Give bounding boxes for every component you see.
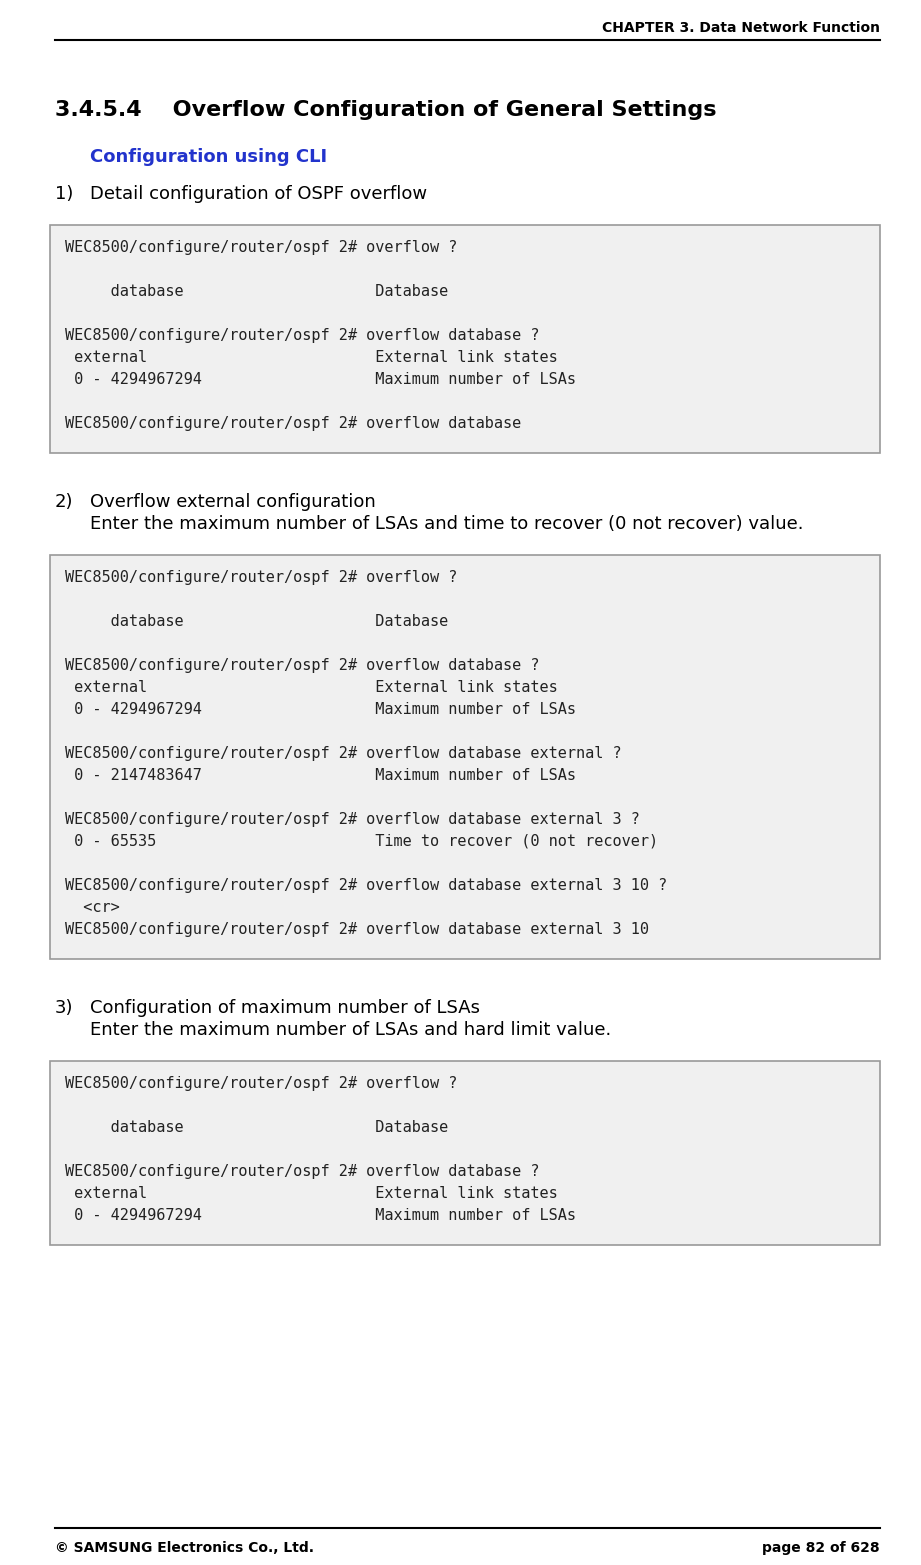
Text: Overflow external configuration: Overflow external configuration: [90, 493, 376, 512]
Text: <cr>: <cr>: [65, 900, 120, 916]
Text: 0 - 4294967294                   Maximum number of LSAs: 0 - 4294967294 Maximum number of LSAs: [65, 372, 576, 387]
Text: 0 - 4294967294                   Maximum number of LSAs: 0 - 4294967294 Maximum number of LSAs: [65, 1208, 576, 1222]
Text: 1): 1): [55, 185, 74, 203]
Text: Enter the maximum number of LSAs and time to recover (0 not recover) value.: Enter the maximum number of LSAs and tim…: [90, 515, 803, 534]
Text: WEC8500/configure/router/ospf 2# overflow database external 3 10: WEC8500/configure/router/ospf 2# overflo…: [65, 922, 649, 937]
Text: WEC8500/configure/router/ospf 2# overflow database: WEC8500/configure/router/ospf 2# overflo…: [65, 416, 521, 430]
Text: WEC8500/configure/router/ospf 2# overflow database external ?: WEC8500/configure/router/ospf 2# overflo…: [65, 747, 622, 761]
Text: page 82 of 628: page 82 of 628: [763, 1542, 880, 1556]
Text: 3): 3): [55, 998, 74, 1017]
FancyBboxPatch shape: [50, 556, 880, 959]
Text: Configuration of maximum number of LSAs: Configuration of maximum number of LSAs: [90, 998, 480, 1017]
Text: 3.4.5.4    Overflow Configuration of General Settings: 3.4.5.4 Overflow Configuration of Genera…: [55, 100, 717, 121]
Text: 2): 2): [55, 493, 74, 512]
Text: Enter the maximum number of LSAs and hard limit value.: Enter the maximum number of LSAs and har…: [90, 1020, 612, 1039]
Text: © SAMSUNG Electronics Co., Ltd.: © SAMSUNG Electronics Co., Ltd.: [55, 1542, 314, 1556]
Text: 0 - 4294967294                   Maximum number of LSAs: 0 - 4294967294 Maximum number of LSAs: [65, 703, 576, 717]
Text: CHAPTER 3. Data Network Function: CHAPTER 3. Data Network Function: [602, 20, 880, 34]
Text: WEC8500/configure/router/ospf 2# overflow ?: WEC8500/configure/router/ospf 2# overflo…: [65, 239, 458, 255]
Text: 0 - 2147483647                   Maximum number of LSAs: 0 - 2147483647 Maximum number of LSAs: [65, 768, 576, 782]
Text: database                     Database: database Database: [65, 283, 449, 299]
Text: external                         External link states: external External link states: [65, 681, 558, 695]
FancyBboxPatch shape: [50, 225, 880, 452]
Text: database                     Database: database Database: [65, 1121, 449, 1135]
Text: external                         External link states: external External link states: [65, 1186, 558, 1200]
Text: Configuration using CLI: Configuration using CLI: [90, 149, 327, 166]
Text: WEC8500/configure/router/ospf 2# overflow database ?: WEC8500/configure/router/ospf 2# overflo…: [65, 329, 540, 343]
Text: Detail configuration of OSPF overflow: Detail configuration of OSPF overflow: [90, 185, 427, 203]
Text: WEC8500/configure/router/ospf 2# overflow database ?: WEC8500/configure/router/ospf 2# overflo…: [65, 1164, 540, 1178]
Text: 0 - 65535                        Time to recover (0 not recover): 0 - 65535 Time to recover (0 not recover…: [65, 834, 659, 848]
Text: external                         External link states: external External link states: [65, 351, 558, 365]
Text: WEC8500/configure/router/ospf 2# overflow database external 3 10 ?: WEC8500/configure/router/ospf 2# overflo…: [65, 878, 667, 894]
Text: database                     Database: database Database: [65, 613, 449, 629]
Text: WEC8500/configure/router/ospf 2# overflow database external 3 ?: WEC8500/configure/router/ospf 2# overflo…: [65, 812, 640, 826]
Text: WEC8500/configure/router/ospf 2# overflow ?: WEC8500/configure/router/ospf 2# overflo…: [65, 570, 458, 585]
FancyBboxPatch shape: [50, 1061, 880, 1246]
Text: WEC8500/configure/router/ospf 2# overflow ?: WEC8500/configure/router/ospf 2# overflo…: [65, 1077, 458, 1091]
Text: WEC8500/configure/router/ospf 2# overflow database ?: WEC8500/configure/router/ospf 2# overflo…: [65, 657, 540, 673]
